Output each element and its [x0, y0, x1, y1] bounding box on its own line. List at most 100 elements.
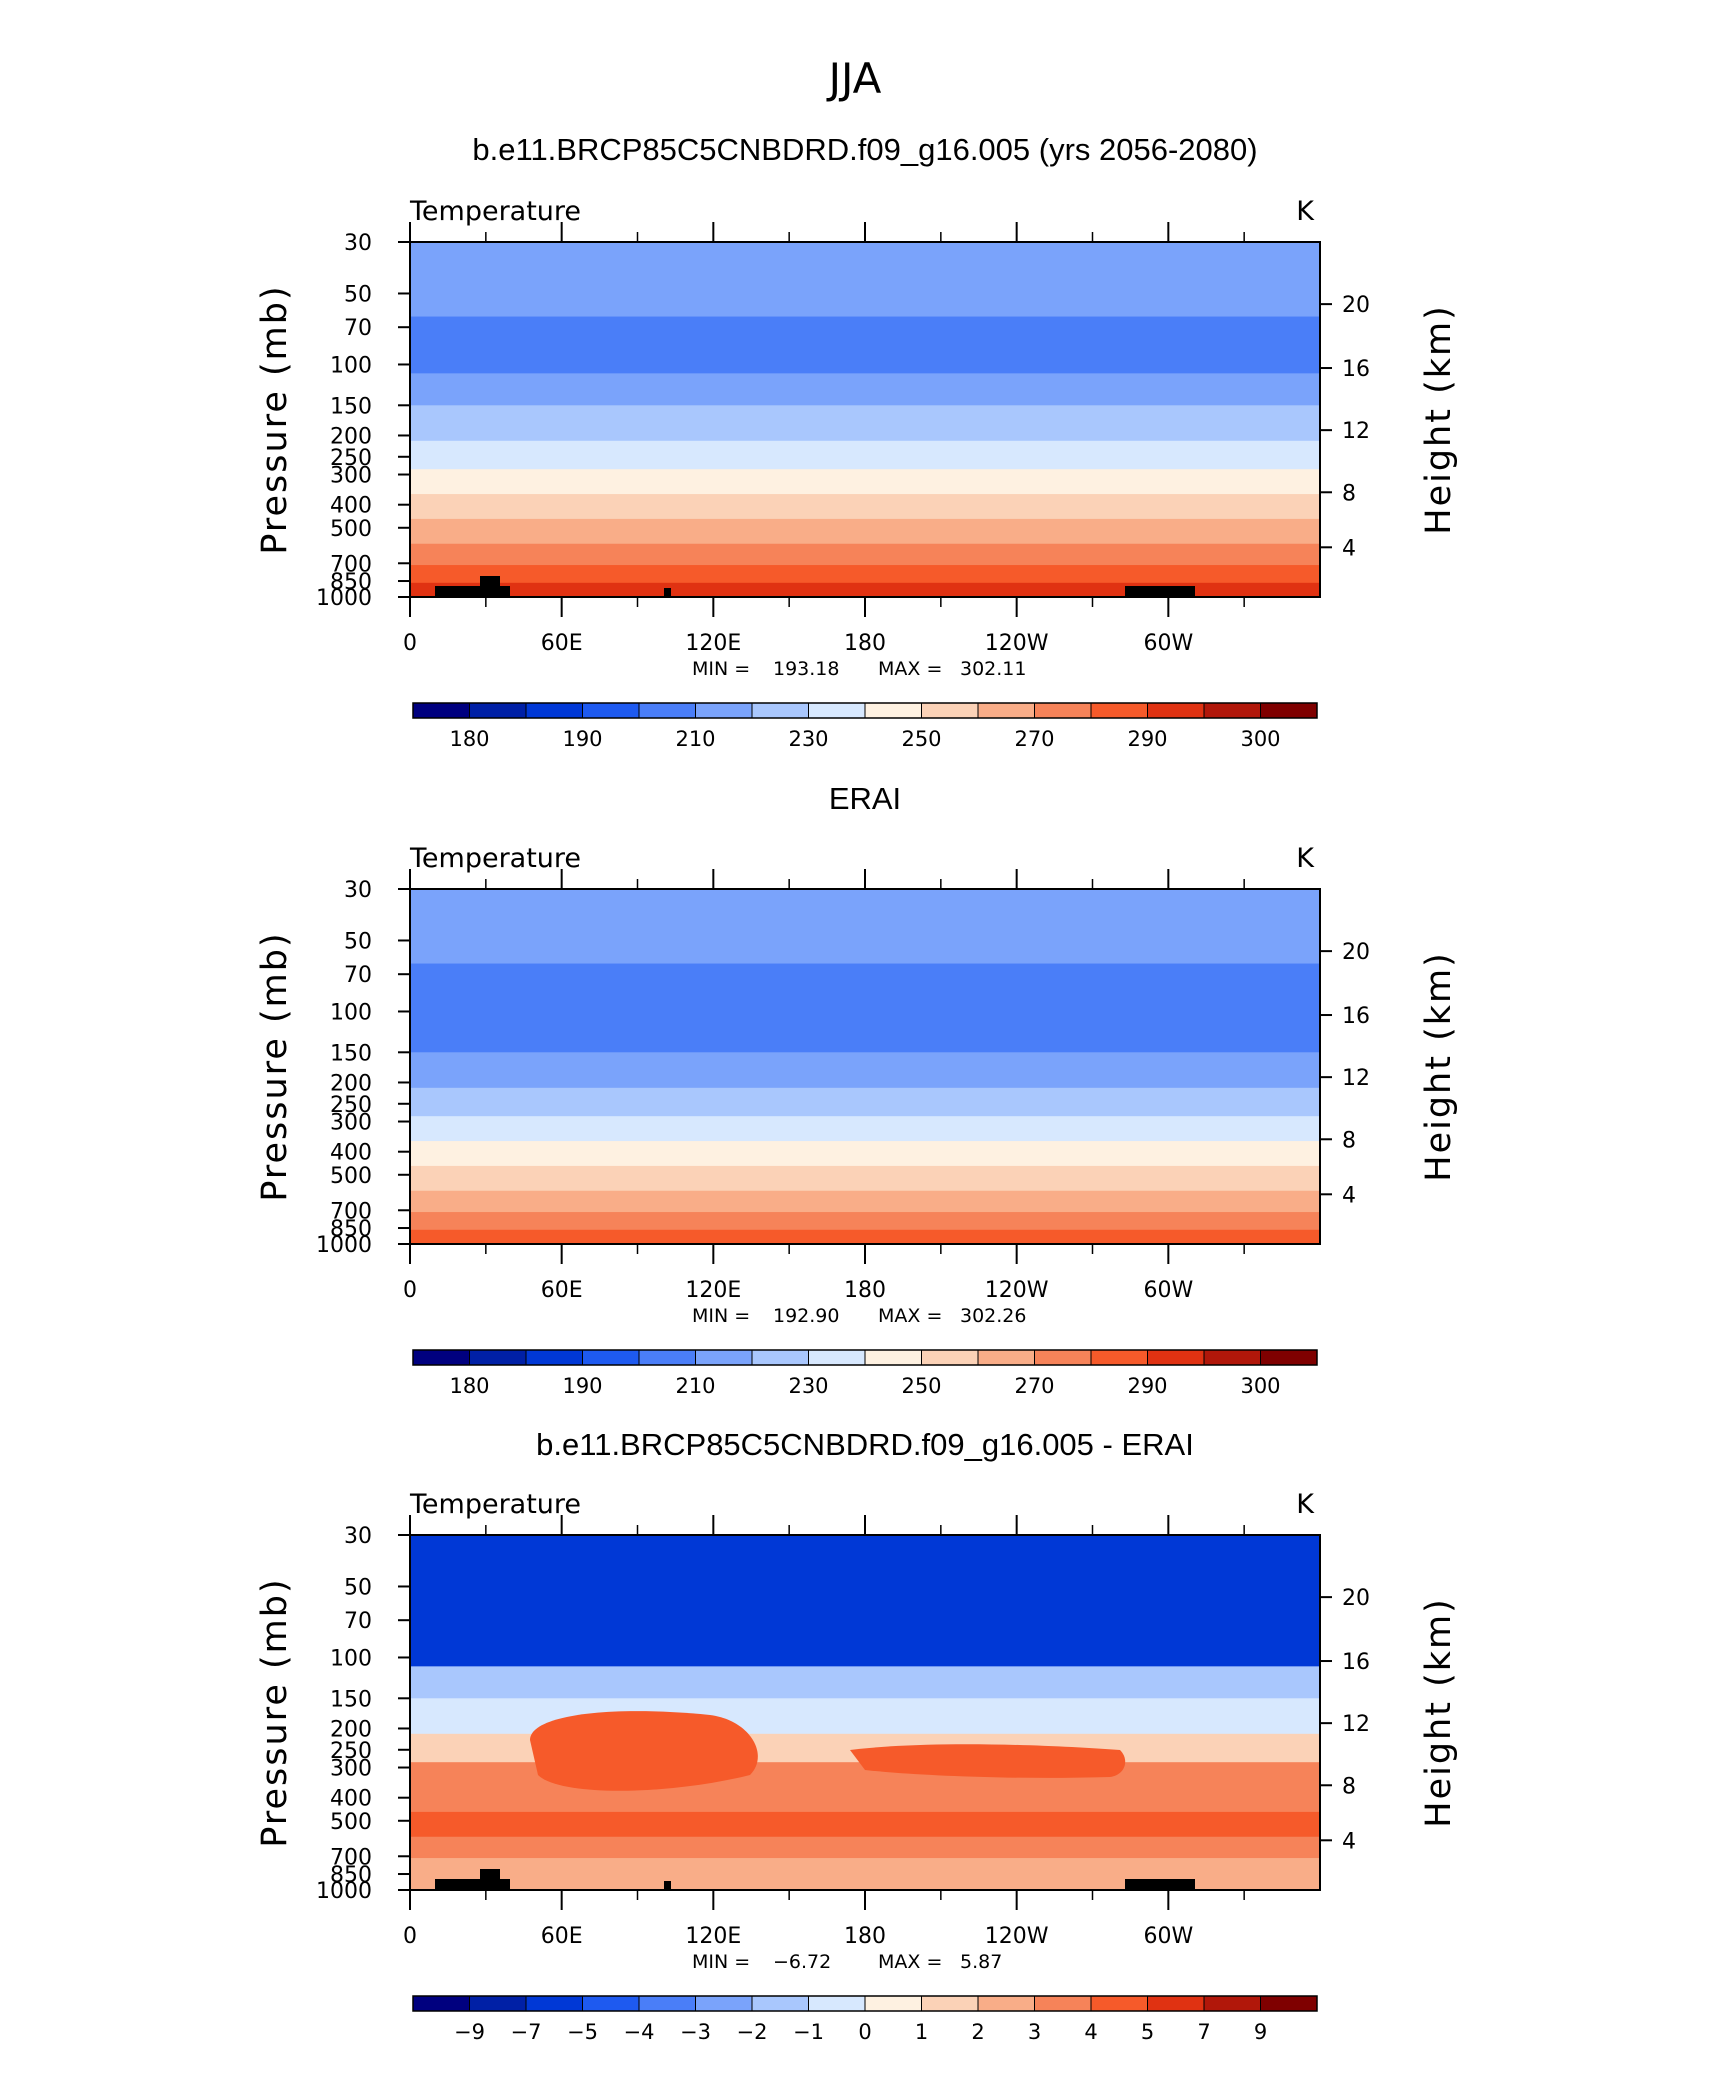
lon-tick-label: 60W: [1143, 1924, 1193, 1949]
colorbar-swatch: [865, 703, 922, 718]
pressure-tick-label: 200: [330, 1071, 372, 1096]
contour-band: [410, 1875, 1320, 1890]
lon-tick-label: 120E: [685, 631, 741, 656]
colorbar-swatch: [1204, 703, 1261, 718]
y-axis-right-label: Height (km): [1419, 951, 1459, 1182]
colorbar-swatch: [808, 1350, 866, 1365]
colorbar-swatch: [978, 703, 1035, 718]
min-value: 192.90: [773, 1305, 839, 1327]
colorbar-swatch: [639, 703, 696, 718]
max-value: 302.11: [960, 658, 1026, 680]
colorbar-label: 230: [788, 1374, 828, 1398]
pressure-tick-label: 30: [344, 231, 372, 256]
y-axis-right-label: Height (km): [1419, 304, 1459, 535]
panel-3: b.e11.BRCP85C5CNBDRD.f09_g16.005 - ERAI T…: [255, 1427, 1459, 2044]
colorbar-swatch: [526, 703, 583, 718]
pressure-tick-label: 500: [330, 1164, 372, 1189]
colorbar-label: 270: [1014, 727, 1054, 751]
contour-band: [410, 1609, 1320, 1667]
pressure-tick-label: 30: [344, 1524, 372, 1549]
colorbar-label: 300: [1240, 727, 1280, 751]
contour-band: [410, 494, 1320, 520]
colorbar-swatch: [978, 1996, 1035, 2011]
height-tick-label: 16: [1342, 357, 1370, 382]
land-mask: [664, 1881, 671, 1890]
colorbar-label: 270: [1014, 1374, 1054, 1398]
min-value: 193.18: [773, 658, 839, 680]
colorbar-swatch: [695, 1996, 753, 2011]
colorbar-label: 210: [675, 727, 715, 751]
colorbar-swatch: [582, 1996, 640, 2011]
colorbar-swatch: [1260, 703, 1318, 718]
contour-band: [410, 1787, 1320, 1813]
colorbar-frame: [412, 1349, 1318, 1366]
contour-region: [530, 1711, 758, 1791]
pressure-tick-label: 200: [330, 424, 372, 449]
contour-band: [410, 565, 1320, 584]
colorbar-label: 0: [858, 2020, 871, 2044]
pressure-tick-label: 700: [330, 1199, 372, 1224]
height-tick-label: 20: [1342, 293, 1370, 318]
lon-tick-label: 180: [844, 631, 886, 656]
contour-band: [410, 963, 1320, 1021]
colorbar-frame: [412, 1995, 1318, 2012]
height-tick-label: 8: [1342, 1128, 1356, 1153]
colorbar-swatch: [752, 1996, 809, 2011]
colorbar-swatch: [921, 1996, 979, 2011]
height-tick-label: 20: [1342, 940, 1370, 965]
pressure-tick-label: 1000: [316, 586, 372, 611]
colorbar-swatch: [1147, 1996, 1205, 2011]
pressure-tick-label: 400: [330, 1787, 372, 1812]
colorbar-label: 180: [449, 727, 489, 751]
colorbar-label: 4: [1084, 2020, 1097, 2044]
colorbar-swatch: [1204, 1350, 1261, 1365]
colorbar-swatch: [582, 703, 640, 718]
contour-band: [410, 1666, 1320, 1699]
pressure-tick-label: 400: [330, 494, 372, 519]
pressure-tick-label: 1000: [316, 1233, 372, 1258]
pressure-tick-label: 250: [330, 1739, 372, 1764]
colorbar-swatch: [413, 1350, 470, 1365]
pressure-tick-label: 50: [344, 282, 372, 307]
panel-title: b.e11.BRCP85C5CNBDRD.f09_g16.005 (yrs 20…: [472, 132, 1257, 167]
pressure-tick-label: 100: [330, 1000, 372, 1025]
colorbar-label: 190: [562, 1374, 602, 1398]
colorbar-swatch: [469, 1996, 527, 2011]
colorbar-swatch: [695, 1350, 753, 1365]
land-mask: [435, 586, 510, 597]
colorbar-label: 290: [1127, 1374, 1167, 1398]
lon-tick-label: 0: [403, 1278, 417, 1303]
colorbar-label: −5: [567, 2020, 598, 2044]
height-tick-label: 16: [1342, 1650, 1370, 1675]
max-value: 302.26: [960, 1305, 1026, 1327]
pressure-tick-label: 700: [330, 1845, 372, 1870]
pressure-tick-label: 500: [330, 1810, 372, 1835]
pressure-tick-label: 250: [330, 446, 372, 471]
contour-band: [410, 543, 1320, 566]
colorbar-swatch: [1091, 1350, 1148, 1365]
pressure-tick-label: 400: [330, 1141, 372, 1166]
contour-band: [410, 582, 1320, 598]
colorbar-swatch: [469, 703, 527, 718]
y-axis-label: Pressure (mb): [255, 1577, 295, 1847]
contour-band: [410, 1052, 1320, 1089]
colorbar-swatch: [921, 703, 979, 718]
lon-tick-label: 60W: [1143, 631, 1193, 656]
colorbar-swatch: [1260, 1350, 1318, 1365]
lon-tick-label: 0: [403, 1924, 417, 1949]
units-label: K: [1296, 1489, 1315, 1520]
pressure-tick-label: 100: [330, 353, 372, 378]
height-tick-label: 8: [1342, 1774, 1356, 1799]
pressure-tick-label: 100: [330, 1646, 372, 1671]
pressure-tick-label: 700: [330, 552, 372, 577]
contour-band: [410, 1165, 1320, 1192]
colorbar-label: 210: [675, 1374, 715, 1398]
colorbar-swatch: [1204, 1996, 1261, 2011]
pressure-tick-label: 1000: [316, 1879, 372, 1904]
units-label: K: [1296, 196, 1315, 227]
colorbar-swatch: [865, 1350, 922, 1365]
colorbar-label: 3: [1028, 2020, 1041, 2044]
pressure-tick-label: 50: [344, 929, 372, 954]
contour-band: [410, 1141, 1320, 1167]
colorbar-swatch: [413, 1996, 470, 2011]
